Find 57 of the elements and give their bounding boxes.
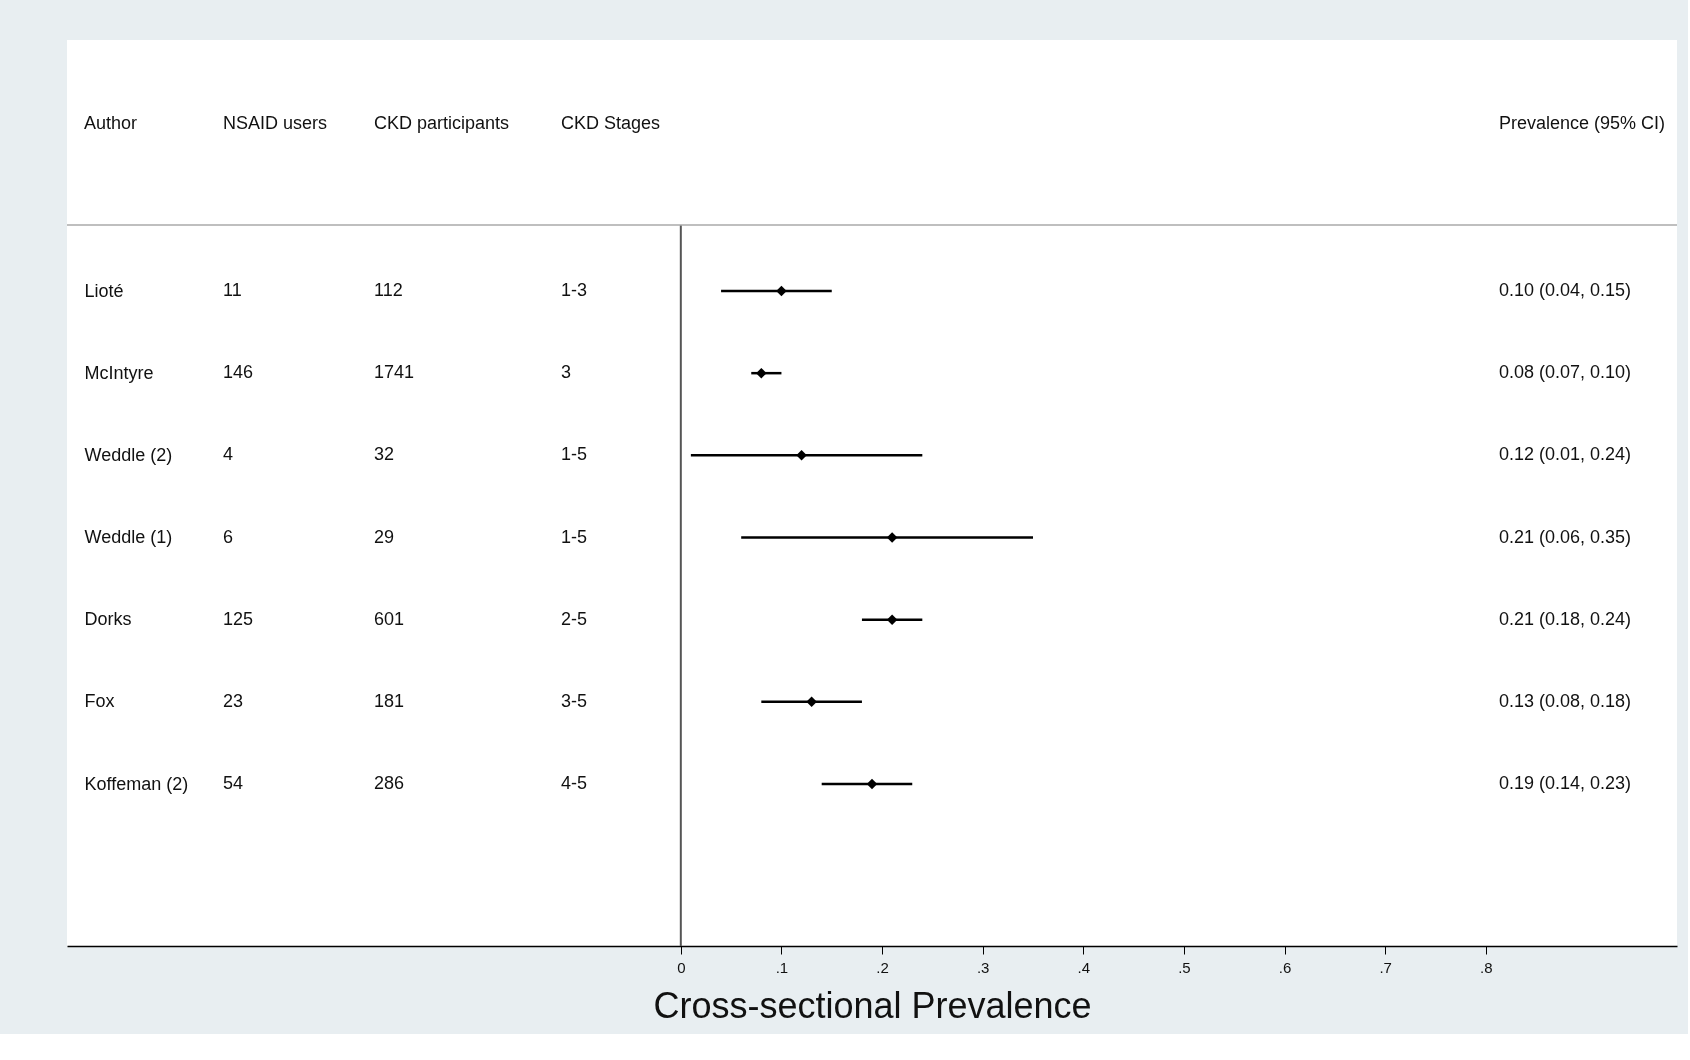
x-tick-label: .1 — [775, 958, 789, 976]
x-tick-label: .4 — [1077, 958, 1091, 976]
annotation: 4-5 — [561, 773, 588, 793]
annotation: 0.12 (0.01, 0.24) — [1499, 444, 1632, 465]
annotation: 6 — [223, 526, 234, 547]
point — [886, 614, 898, 625]
annotation: 112 — [374, 280, 403, 300]
annotation: 2-5 — [561, 608, 588, 629]
y-tick-label: Koffeman (2) — [84, 773, 189, 794]
annotation: 0.21 (0.18, 0.24) — [1499, 608, 1632, 629]
y-tick-label: McIntyre — [84, 362, 154, 383]
annotation: 1741 — [374, 362, 415, 383]
point — [806, 696, 817, 708]
annotation: 32 — [374, 444, 395, 465]
annotation: 23 — [223, 690, 244, 711]
annotation: 286 — [374, 773, 405, 793]
x-tick-label: .7 — [1379, 958, 1392, 976]
annotation: 0.21 (0.06, 0.35) — [1499, 526, 1632, 547]
x-tick-label: .8 — [1480, 958, 1493, 976]
annotation: 1-3 — [561, 280, 588, 300]
text: CKD participants — [374, 113, 510, 133]
annotation: 1-5 — [561, 444, 588, 465]
annotation: 0.19 (0.14, 0.23) — [1499, 773, 1632, 793]
point — [886, 532, 898, 543]
annotation: 29 — [374, 526, 395, 547]
x-tick-label: .3 — [976, 958, 990, 976]
x-tick-label: .2 — [876, 958, 889, 976]
point — [756, 367, 767, 379]
annotation: 3 — [561, 362, 572, 383]
x-tick-label: .5 — [1178, 958, 1191, 976]
annotation: 54 — [223, 773, 244, 793]
point — [866, 778, 878, 790]
annotation: 0.13 (0.08, 0.18) — [1499, 690, 1632, 711]
y-tick-label: Fox — [84, 691, 115, 712]
point — [776, 285, 787, 297]
y-tick-label: Lioté — [84, 280, 124, 301]
annotation: 1-5 — [561, 526, 588, 547]
y-tick-label: Weddle (2) — [84, 444, 173, 465]
point — [796, 450, 807, 461]
x-tick-label: .6 — [1278, 958, 1292, 976]
text: CKD Stages — [561, 113, 661, 133]
y-tick-label: Weddle (1) — [84, 527, 173, 547]
annotation: 4 — [223, 444, 234, 465]
text: Prevalence (95% CI) — [1499, 113, 1666, 133]
annotation: 146 — [223, 362, 254, 383]
annotation: 0.10 (0.04, 0.15) — [1499, 280, 1632, 300]
annotation: 125 — [223, 608, 254, 629]
x-axis-title: Cross-sectional Prevalence — [653, 984, 1092, 1026]
x-tick-label: 0 — [677, 958, 686, 976]
text: Author — [84, 113, 138, 133]
annotation: 11 — [223, 280, 242, 300]
annotation: 0.08 (0.07, 0.10) — [1499, 362, 1632, 383]
text: NSAID users — [223, 113, 328, 133]
annotation: 181 — [374, 690, 405, 711]
annotation: 3-5 — [561, 690, 588, 711]
annotation: 601 — [374, 608, 405, 629]
y-tick-label: Dorks — [84, 609, 132, 630]
